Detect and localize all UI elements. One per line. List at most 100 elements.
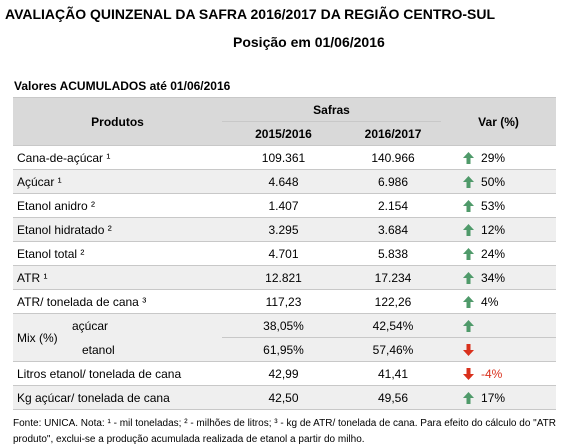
var-value: 12% <box>481 222 506 237</box>
table-cell: Etanol hidratado ² <box>13 217 222 242</box>
table: Produtos Safras Var (%) 2015/2016 2016/2017… <box>13 97 557 410</box>
arrow-down <box>463 368 475 380</box>
table-cell: 3.684 <box>345 217 442 242</box>
tr: Mix (%) açúcar 38,05% 42,54% <box>13 313 557 362</box>
table-cell: Produtos <box>13 97 222 146</box>
table-cell: 24% <box>441 241 557 266</box>
table-cell: Cana-de-açúcar ¹ <box>13 145 222 170</box>
table-cell: ATR/ tonelada de cana ³ <box>13 289 222 314</box>
table-cell: 12% <box>441 217 557 242</box>
table-cell: 2015/2016 <box>222 121 345 146</box>
table-cell: Açúcar ¹ <box>13 169 222 194</box>
table-cell: 50% <box>441 169 557 194</box>
table-cell: ATR ¹ <box>13 265 222 290</box>
table-cell: Etanol total ² <box>13 241 222 266</box>
path <box>463 320 475 332</box>
arrow-up <box>463 320 475 332</box>
table-cell: 140.966 <box>345 145 442 170</box>
table-cell: 41,41 <box>345 361 442 386</box>
path <box>463 296 475 308</box>
table-cell: Litros etanol/ tonelada de cana <box>13 361 222 386</box>
table-cell: 17.234 <box>345 265 442 290</box>
tr: etanol 61,95% 57,46% <box>13 337 557 362</box>
var-value: 53% <box>481 198 506 213</box>
table-cell: 2.154 <box>345 193 442 218</box>
tr: Etanol total ² 4.701 5.838 24% <box>13 241 557 266</box>
tr: 2015/2016 2016/2017 <box>13 121 556 146</box>
path <box>463 224 475 236</box>
table-cell: 4.701 <box>222 241 345 266</box>
table-cell: 1.407 <box>222 193 345 218</box>
var-value: 50% <box>481 174 506 189</box>
table-cell: 3.295 <box>222 217 345 242</box>
table-cell: Etanol anidro ² <box>13 193 222 218</box>
table-cell: 53% <box>441 193 557 218</box>
tr: Açúcar ¹ 4.648 6.986 50% <box>13 169 557 194</box>
path <box>463 248 475 260</box>
path <box>463 392 475 404</box>
path <box>463 272 475 284</box>
var-value: 34% <box>481 270 506 285</box>
table-cell: 42,99 <box>222 361 345 386</box>
var-value: 17% <box>481 390 506 405</box>
sub-label: açúcar <box>72 318 109 333</box>
table-cell: 49,56 <box>345 385 442 410</box>
path <box>463 344 475 356</box>
table-cell: 17% <box>441 385 557 410</box>
table-cell: 12.821 <box>222 265 345 290</box>
tr: ATR/ tonelada de cana ³ 117,23 122,26 4% <box>13 289 557 314</box>
tr: Etanol anidro ² 1.407 2.154 53% <box>13 193 557 218</box>
arrow-up <box>463 200 475 212</box>
tr: Cana-de-açúcar ¹ 109.361 140.966 29% <box>13 145 557 170</box>
table-cell: 34% <box>441 265 557 290</box>
path <box>463 200 475 212</box>
tr: Litros etanol/ tonelada de cana 42,99 41,4… <box>13 361 557 386</box>
tbody: Cana-de-açúcar ¹ 109.361 140.966 29% Açúcar … <box>13 145 557 410</box>
arrow-up <box>463 176 475 188</box>
table-cell: 4% <box>441 289 557 314</box>
tr: ATR ¹ 12.821 17.234 34% <box>13 265 557 290</box>
table-cell: -4% <box>441 361 557 386</box>
arrow-up <box>463 224 475 236</box>
var-value: -4% <box>481 366 503 381</box>
caption: Valores ACUMULADOS até 01/06/2016 <box>14 79 231 93</box>
cell: 61,95% <box>263 342 304 357</box>
table-cell: 29% <box>441 145 557 170</box>
path <box>463 176 475 188</box>
table-cell: Var (%) <box>441 97 557 146</box>
arrow-up <box>463 152 475 164</box>
tr: Etanol hidratado ² 3.295 3.684 12% <box>13 217 557 242</box>
table-cell: 109.361 <box>222 145 345 170</box>
table-cell <box>441 337 557 362</box>
tr: Kg açúcar/ tonelada de cana 42,50 49,56 17% <box>13 385 557 410</box>
table-cell: 5.838 <box>345 241 442 266</box>
table-cell: etanol 61,95% <box>82 337 345 362</box>
table-cell: 42,54% <box>345 313 442 338</box>
table-cell: 42,50 <box>222 385 345 410</box>
table-cell: 57,46% <box>345 337 442 362</box>
cell: 38,05% <box>263 318 304 333</box>
arrow-up <box>463 272 475 284</box>
table-cell: Kg açúcar/ tonelada de cana <box>13 385 222 410</box>
arrow-up <box>463 296 475 308</box>
path <box>463 152 475 164</box>
var-value: 4% <box>481 294 499 309</box>
var-value: 29% <box>481 150 506 165</box>
arrow-up <box>463 248 475 260</box>
table-cell: 4.648 <box>222 169 345 194</box>
table-cell: 6.986 <box>345 169 442 194</box>
table-cell: 2016/2017 <box>345 121 442 146</box>
path <box>463 368 475 380</box>
table-cell: 122,26 <box>345 289 442 314</box>
table-cell: 117,23 <box>222 289 345 314</box>
table-cell: Mix (%) <box>13 313 222 362</box>
table-cell: Safras <box>222 97 442 122</box>
table-cell <box>441 313 557 338</box>
sub-label: etanol <box>82 342 115 357</box>
arrow-down <box>463 344 475 356</box>
title: AVALIAÇÃO QUINZENAL DA SAFRA 2016/2017 D… <box>5 6 496 22</box>
arrow-up <box>463 392 475 404</box>
tbody: Produtos Safras Var (%) 2015/2016 2016/2017 <box>13 97 557 146</box>
var-value: 24% <box>481 246 506 261</box>
